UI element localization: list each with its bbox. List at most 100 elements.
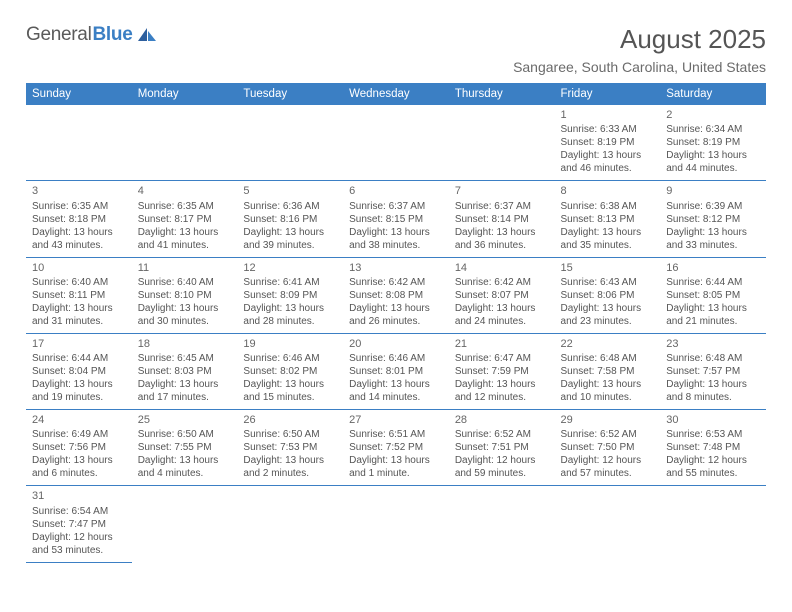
sunrise-line: Sunrise: 6:49 AM xyxy=(32,428,126,441)
daylight-line: Daylight: 13 hours and 33 minutes. xyxy=(666,226,760,252)
calendar-cell: 13Sunrise: 6:42 AMSunset: 8:08 PMDayligh… xyxy=(343,257,449,333)
sunrise-line: Sunrise: 6:42 AM xyxy=(455,276,549,289)
sail-icon xyxy=(136,26,158,44)
day-number: 23 xyxy=(666,337,760,351)
calendar-cell xyxy=(237,105,343,181)
day-number: 6 xyxy=(349,184,443,198)
day-number: 24 xyxy=(32,413,126,427)
calendar-cell: 17Sunrise: 6:44 AMSunset: 8:04 PMDayligh… xyxy=(26,333,132,409)
calendar-cell: 14Sunrise: 6:42 AMSunset: 8:07 PMDayligh… xyxy=(449,257,555,333)
calendar-cell xyxy=(449,486,555,562)
day-number: 21 xyxy=(455,337,549,351)
sunset-line: Sunset: 8:13 PM xyxy=(561,213,655,226)
day-header: Thursday xyxy=(449,83,555,105)
header: GeneralBlue August 2025 Sangaree, South … xyxy=(26,24,766,75)
sunrise-line: Sunrise: 6:45 AM xyxy=(138,352,232,365)
sunrise-line: Sunrise: 6:35 AM xyxy=(138,200,232,213)
logo-word2: Blue xyxy=(93,24,133,46)
sunrise-line: Sunrise: 6:51 AM xyxy=(349,428,443,441)
sunset-line: Sunset: 7:53 PM xyxy=(243,441,337,454)
daylight-line: Daylight: 13 hours and 17 minutes. xyxy=(138,378,232,404)
day-number: 27 xyxy=(349,413,443,427)
calendar-cell: 8Sunrise: 6:38 AMSunset: 8:13 PMDaylight… xyxy=(555,181,661,257)
sunset-line: Sunset: 8:05 PM xyxy=(666,289,760,302)
day-number: 5 xyxy=(243,184,337,198)
sunset-line: Sunset: 8:02 PM xyxy=(243,365,337,378)
day-header: Friday xyxy=(555,83,661,105)
calendar-cell: 28Sunrise: 6:52 AMSunset: 7:51 PMDayligh… xyxy=(449,410,555,486)
calendar-cell xyxy=(660,486,766,562)
calendar-cell: 12Sunrise: 6:41 AMSunset: 8:09 PMDayligh… xyxy=(237,257,343,333)
daylight-line: Daylight: 13 hours and 10 minutes. xyxy=(561,378,655,404)
calendar-cell: 27Sunrise: 6:51 AMSunset: 7:52 PMDayligh… xyxy=(343,410,449,486)
sunset-line: Sunset: 8:18 PM xyxy=(32,213,126,226)
sunset-line: Sunset: 7:52 PM xyxy=(349,441,443,454)
sunset-line: Sunset: 7:59 PM xyxy=(455,365,549,378)
sunrise-line: Sunrise: 6:54 AM xyxy=(32,505,126,518)
logo-word1: General xyxy=(26,24,92,46)
sunset-line: Sunset: 8:12 PM xyxy=(666,213,760,226)
calendar-cell: 19Sunrise: 6:46 AMSunset: 8:02 PMDayligh… xyxy=(237,333,343,409)
sunset-line: Sunset: 7:55 PM xyxy=(138,441,232,454)
logo: GeneralBlue xyxy=(26,24,158,46)
daylight-line: Daylight: 13 hours and 21 minutes. xyxy=(666,302,760,328)
daylight-line: Daylight: 13 hours and 23 minutes. xyxy=(561,302,655,328)
day-header: Tuesday xyxy=(237,83,343,105)
daylight-line: Daylight: 13 hours and 41 minutes. xyxy=(138,226,232,252)
daylight-line: Daylight: 13 hours and 28 minutes. xyxy=(243,302,337,328)
calendar-cell xyxy=(343,105,449,181)
day-number: 16 xyxy=(666,261,760,275)
calendar-cell: 6 Sunrise: 6:37 AMSunset: 8:15 PMDaylight… xyxy=(343,181,449,257)
sunrise-line: Sunrise: 6:53 AM xyxy=(666,428,760,441)
sunrise-line: Sunrise: 6:44 AM xyxy=(666,276,760,289)
calendar-cell: 1Sunrise: 6:33 AMSunset: 8:19 PMDaylight… xyxy=(555,105,661,181)
sunset-line: Sunset: 8:17 PM xyxy=(138,213,232,226)
daylight-line: Daylight: 13 hours and 19 minutes. xyxy=(32,378,126,404)
day-header: Monday xyxy=(132,83,238,105)
day-number: 3 xyxy=(32,184,126,198)
day-header: Wednesday xyxy=(343,83,449,105)
daylight-line: Daylight: 13 hours and 31 minutes. xyxy=(32,302,126,328)
sunrise-line: Sunrise: 6:52 AM xyxy=(455,428,549,441)
sunset-line: Sunset: 8:07 PM xyxy=(455,289,549,302)
day-number: 18 xyxy=(138,337,232,351)
sunrise-line: Sunrise: 6:50 AM xyxy=(243,428,337,441)
daylight-line: Daylight: 13 hours and 26 minutes. xyxy=(349,302,443,328)
day-header: Sunday xyxy=(26,83,132,105)
sunset-line: Sunset: 7:50 PM xyxy=(561,441,655,454)
daylight-line: Daylight: 13 hours and 15 minutes. xyxy=(243,378,337,404)
calendar-cell: 11Sunrise: 6:40 AMSunset: 8:10 PMDayligh… xyxy=(132,257,238,333)
calendar-cell: 3Sunrise: 6:35 AMSunset: 8:18 PMDaylight… xyxy=(26,181,132,257)
sunrise-line: Sunrise: 6:37 AM xyxy=(455,200,549,213)
sunrise-line: Sunrise: 6:52 AM xyxy=(561,428,655,441)
day-number: 1 xyxy=(561,108,655,122)
calendar-cell: 29Sunrise: 6:52 AMSunset: 7:50 PMDayligh… xyxy=(555,410,661,486)
sunrise-line: Sunrise: 6:40 AM xyxy=(32,276,126,289)
sunset-line: Sunset: 8:19 PM xyxy=(666,136,760,149)
calendar-cell: 20Sunrise: 6:46 AMSunset: 8:01 PMDayligh… xyxy=(343,333,449,409)
sunrise-line: Sunrise: 6:33 AM xyxy=(561,123,655,136)
calendar-cell: 15Sunrise: 6:43 AMSunset: 8:06 PMDayligh… xyxy=(555,257,661,333)
day-number: 28 xyxy=(455,413,549,427)
daylight-line: Daylight: 13 hours and 38 minutes. xyxy=(349,226,443,252)
daylight-line: Daylight: 13 hours and 24 minutes. xyxy=(455,302,549,328)
calendar-cell xyxy=(449,105,555,181)
sunrise-line: Sunrise: 6:42 AM xyxy=(349,276,443,289)
calendar-cell: 9Sunrise: 6:39 AMSunset: 8:12 PMDaylight… xyxy=(660,181,766,257)
sunset-line: Sunset: 8:19 PM xyxy=(561,136,655,149)
day-number: 13 xyxy=(349,261,443,275)
sunset-line: Sunset: 8:15 PM xyxy=(349,213,443,226)
calendar-cell: 18Sunrise: 6:45 AMSunset: 8:03 PMDayligh… xyxy=(132,333,238,409)
page-title: August 2025 xyxy=(513,24,766,55)
sunrise-line: Sunrise: 6:36 AM xyxy=(243,200,337,213)
sunrise-line: Sunrise: 6:46 AM xyxy=(349,352,443,365)
day-number: 2 xyxy=(666,108,760,122)
day-number: 4 xyxy=(138,184,232,198)
sunrise-line: Sunrise: 6:37 AM xyxy=(349,200,443,213)
day-number: 17 xyxy=(32,337,126,351)
sunrise-line: Sunrise: 6:48 AM xyxy=(666,352,760,365)
sunset-line: Sunset: 8:08 PM xyxy=(349,289,443,302)
daylight-line: Daylight: 12 hours and 57 minutes. xyxy=(561,454,655,480)
calendar-table: SundayMondayTuesdayWednesdayThursdayFrid… xyxy=(26,83,766,563)
daylight-line: Daylight: 13 hours and 12 minutes. xyxy=(455,378,549,404)
